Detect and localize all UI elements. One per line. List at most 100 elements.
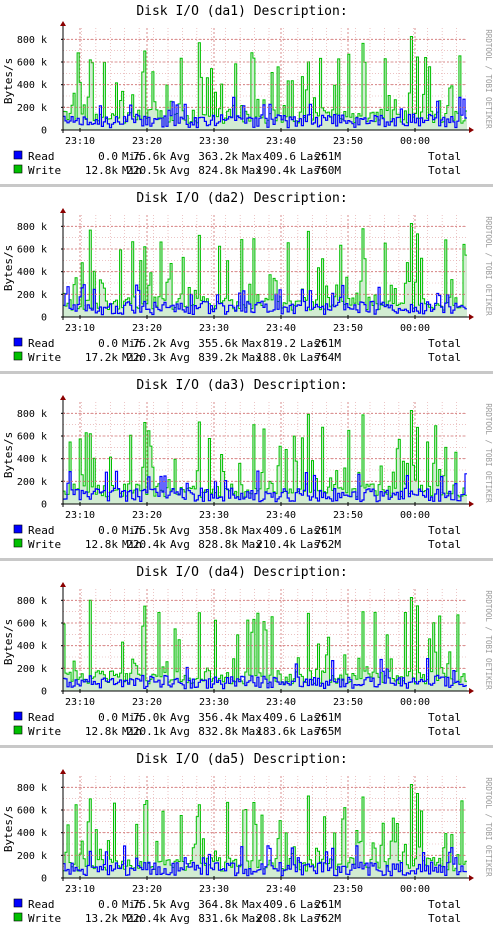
y-axis-arrow [60,395,66,400]
legend-series-name: Read [28,524,55,537]
legend-value: 832.8k [198,725,238,738]
write-legend-swatch [13,351,23,361]
legend-value: 364.8k [198,898,238,911]
watermark: RRDTOOL / TOBI OETIKER [484,590,493,690]
x-tick-label: 23:20 [132,510,162,521]
legend-value: 363.2k [198,150,238,163]
y-tick-label: 200 k [17,851,47,862]
panel-separator [0,184,493,187]
legend-value: 210.4k [256,538,296,551]
legend-value: Total [428,912,461,925]
y-tick-label: 600 k [17,58,47,69]
legend-value: Avg [170,725,190,738]
disk-io-panel: Disk I/O (da5) Description: RRDTOOL / TOB… [0,748,493,932]
watermark: RRDTOOL / TOBI OETIKER [484,777,493,877]
legend-value: Avg [170,898,190,911]
x-tick-label: 23:20 [132,884,162,895]
x-tick-label: 23:50 [333,697,363,708]
legend-series-name: Read [28,711,55,724]
legend-value: Min [122,912,142,925]
legend-series-name: Write [28,725,61,738]
legend-value: Max [242,711,262,724]
y-tick-label: 600 k [17,432,47,443]
y-tick-label: 200 k [17,477,47,488]
legend-value: Max [242,912,262,925]
y-axis-arrow [60,769,66,774]
y-tick-label: 0 [41,500,47,511]
legend-value: Max [242,164,262,177]
x-tick-label: 23:10 [65,323,95,334]
y-tick-label: 400 k [17,828,47,839]
disk-io-panel: Disk I/O (da1) Description: RRDTOOL / TOB… [0,0,493,184]
legend-value: Max [242,150,262,163]
legend-value: 819.2 [263,337,296,350]
y-axis-arrow [60,21,66,26]
legend-value: 75.2k [133,337,166,350]
legend-value: 358.8k [198,524,238,537]
legend-value: Last [300,898,327,911]
read-series-line [63,284,467,316]
legend-value: 75.5k [133,898,166,911]
x-tick-label: 23:30 [199,697,229,708]
y-tick-label: 600 k [17,245,47,256]
legend-value: 220.3k [126,351,166,364]
write-series-line [63,223,467,311]
watermark: RRDTOOL / TOBI OETIKER [484,29,493,129]
read-series-line [63,96,467,129]
legend-value: 409.6 [263,524,296,537]
legend-value: 0.0 [98,337,118,350]
legend-value: 220.5k [126,164,166,177]
legend-value: Total [428,337,461,350]
x-tick-label: 23:30 [199,510,229,521]
legend-value: Min [122,725,142,738]
legend-value: Last [300,538,327,551]
y-tick-label: 800 k [17,222,47,233]
chart-title: Disk I/O (da5) Description: [136,752,347,767]
y-axis-label: Bytes/s [2,806,15,852]
legend-value: Min [122,524,142,537]
y-tick-label: 400 k [17,454,47,465]
y-tick-label: 200 k [17,290,47,301]
y-tick-label: 400 k [17,641,47,652]
legend-value: Min [122,898,142,911]
x-axis-arrow [469,127,474,133]
legend-value: 261M [315,898,342,911]
x-tick-label: 23:20 [132,136,162,147]
x-tick-label: 23:30 [199,323,229,334]
legend-value: 75.5k [133,524,166,537]
legend-value: 0.0 [98,524,118,537]
y-tick-label: 400 k [17,80,47,91]
y-tick-label: 400 k [17,267,47,278]
x-tick-label: 23:40 [266,697,296,708]
legend-value: Last [300,524,327,537]
legend-value: Last [300,725,327,738]
legend-value: Max [242,538,262,551]
legend-value: Max [242,898,262,911]
legend-value: Avg [170,164,190,177]
read-legend-swatch [13,337,23,347]
y-tick-label: 0 [41,874,47,885]
legend-value: Avg [170,711,190,724]
legend-series-name: Write [28,538,61,551]
x-tick-label: 23:20 [132,697,162,708]
legend-value: Last [300,912,327,925]
y-tick-label: 800 k [17,783,47,794]
x-tick-label: 00:00 [400,510,430,521]
read-series-line [63,470,467,503]
y-tick-label: 0 [41,687,47,698]
legend-value: Avg [170,337,190,350]
legend-value: 220.4k [126,538,166,551]
write-series-line [63,36,467,124]
write-series-line [63,597,467,685]
x-tick-label: 23:50 [333,510,363,521]
legend-value: 828.8k [198,538,238,551]
watermark: RRDTOOL / TOBI OETIKER [484,403,493,503]
y-tick-label: 200 k [17,664,47,675]
legend-value: Total [428,538,461,551]
y-axis-arrow [60,582,66,587]
legend-value: 261M [315,150,342,163]
x-tick-label: 00:00 [400,884,430,895]
x-tick-label: 23:20 [132,323,162,334]
disk-io-panel: Disk I/O (da4) Description: RRDTOOL / TOB… [0,561,493,745]
legend-value: Min [122,337,142,350]
